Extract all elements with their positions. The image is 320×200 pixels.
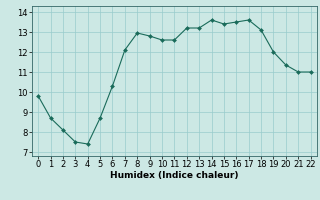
X-axis label: Humidex (Indice chaleur): Humidex (Indice chaleur) — [110, 171, 239, 180]
